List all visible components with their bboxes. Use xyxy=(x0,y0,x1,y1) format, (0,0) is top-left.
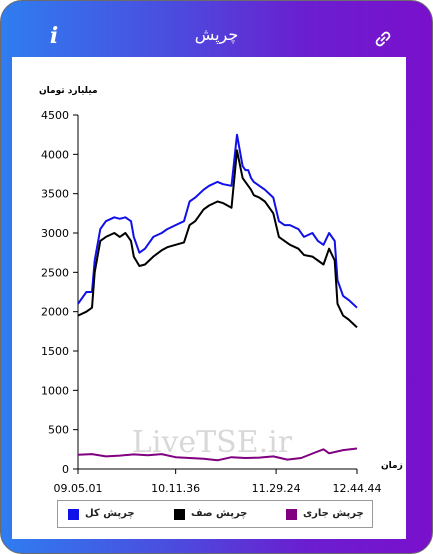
info-icon[interactable]: i xyxy=(49,23,59,49)
y-tick-label: 3000 xyxy=(41,227,69,240)
y-tick-label: 4000 xyxy=(41,148,69,161)
y-tick-label: 1500 xyxy=(41,345,69,358)
x-axis-label: زمان xyxy=(381,461,403,471)
y-axis-label: میلیارد تومان xyxy=(39,86,98,96)
y-tick-label: 1000 xyxy=(41,384,69,397)
x-tick-label: 09.05.01 xyxy=(54,482,103,495)
legend-label-current: چرپش جاری xyxy=(303,508,364,519)
legend-label-queue: چرپش صف xyxy=(191,508,248,519)
y-tick-label: 4500 xyxy=(41,109,69,122)
legend-label-total: چرپش کل xyxy=(85,508,135,519)
chart-legend: چرپش جاری چرپش صف چرپش کل xyxy=(57,500,373,528)
y-tick-label: 2000 xyxy=(41,306,69,319)
legend-swatch-current xyxy=(286,509,297,520)
line-chart: LiveTSE.ir050010001500200025003000350040… xyxy=(41,109,382,495)
x-tick-label: 11.29.24 xyxy=(252,482,301,495)
legend-swatch-total xyxy=(68,509,79,520)
x-tick-label: 12.44.44 xyxy=(333,482,382,495)
chart-panel: میلیارد تومان LiveTSE.ir 0 500 1000 1500 2000… xyxy=(12,57,406,539)
legend-swatch-queue xyxy=(174,509,185,520)
series-line-2 xyxy=(77,447,358,462)
series-line-1 xyxy=(77,149,358,329)
y-tick-label: 0 xyxy=(62,463,69,476)
series-line-0 xyxy=(77,133,358,309)
y-tick-label: 500 xyxy=(48,424,69,437)
y-tick-label: 3500 xyxy=(41,188,69,201)
header-bar: i چرپش xyxy=(1,1,432,57)
x-tick-label: 10.11.36 xyxy=(151,482,200,495)
y-tick-label: 2500 xyxy=(41,266,69,279)
page-title: چرپش xyxy=(194,25,239,44)
link-icon[interactable] xyxy=(373,29,393,49)
